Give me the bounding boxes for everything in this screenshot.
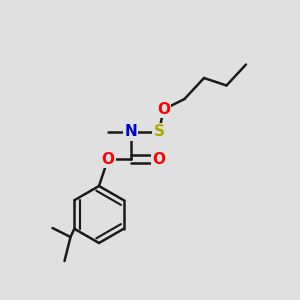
Text: O: O bbox=[101, 152, 115, 166]
Text: O: O bbox=[152, 152, 166, 166]
Text: O: O bbox=[157, 102, 170, 117]
Text: S: S bbox=[154, 124, 164, 140]
Text: N: N bbox=[124, 124, 137, 140]
